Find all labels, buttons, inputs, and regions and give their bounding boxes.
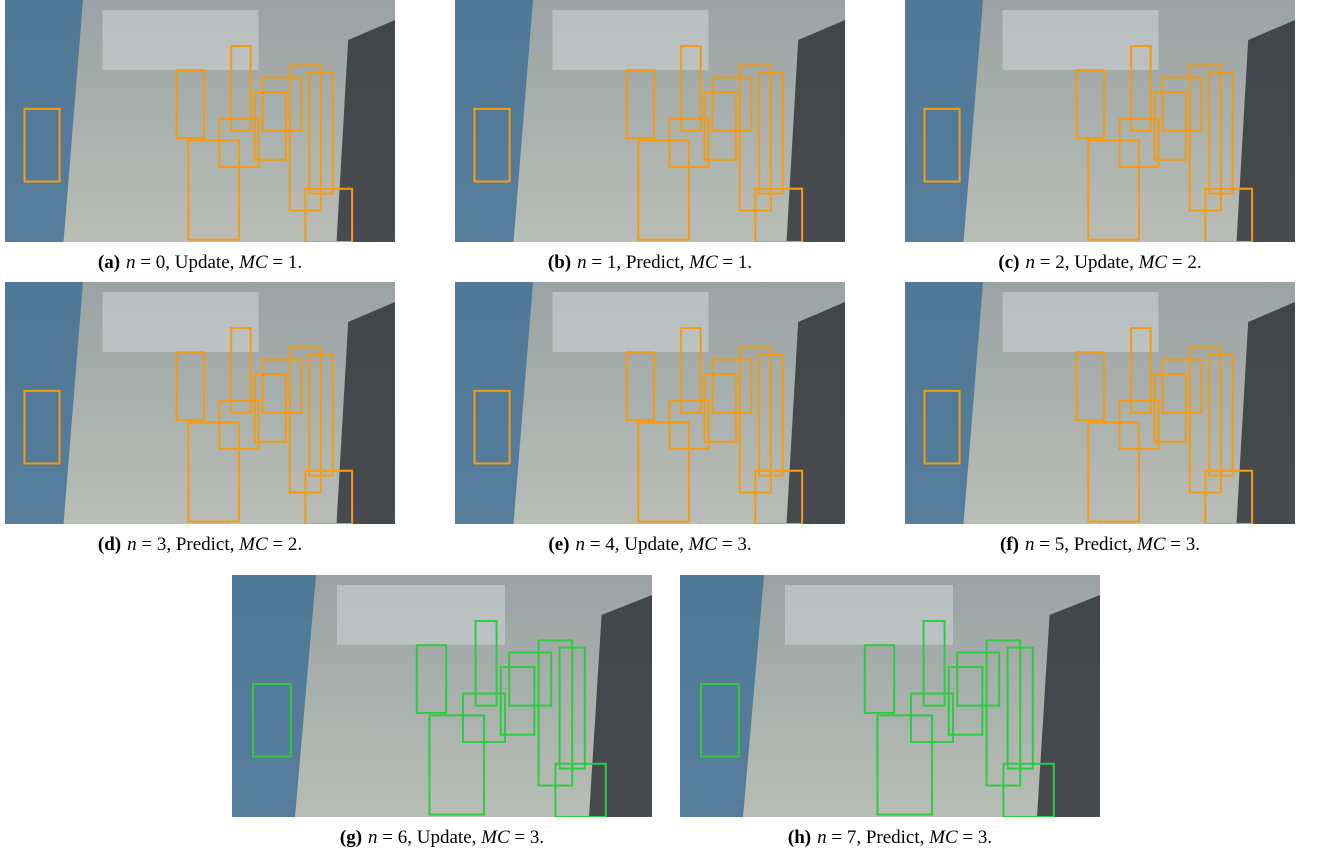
caption: (d) n = 3, Predict, MC = 2.	[5, 534, 395, 556]
video-frame	[455, 0, 845, 242]
frame-image	[680, 575, 1100, 817]
caption-text: n	[368, 827, 378, 848]
caption-text: n	[817, 827, 827, 848]
caption-text: MC	[1139, 252, 1168, 273]
caption-text: = 1.	[268, 252, 302, 273]
caption-text: MC	[239, 534, 268, 555]
caption-text: n	[577, 252, 587, 273]
caption-text: = 2, Update,	[1035, 252, 1139, 273]
caption-text: = 3.	[717, 534, 751, 555]
frame-image	[5, 282, 395, 524]
caption-text: = 3.	[510, 827, 544, 848]
caption-text: = 3.	[1166, 534, 1200, 555]
frame-image	[905, 0, 1295, 242]
video-frame	[905, 0, 1295, 242]
frame-image	[905, 282, 1295, 524]
video-frame	[905, 282, 1295, 524]
caption-text: = 0, Update,	[136, 252, 240, 273]
subfigure-label: (h)	[788, 827, 811, 848]
caption-text: = 4, Update,	[585, 534, 689, 555]
subfigure-label: (e)	[548, 534, 569, 555]
frame-image	[232, 575, 652, 817]
caption: (f)n = 5, Predict, MC = 3.	[905, 534, 1295, 556]
caption-text: MC	[481, 827, 510, 848]
frame-image	[5, 0, 395, 242]
caption: (b) n = 1, Predict, MC = 1.	[455, 252, 845, 274]
subfigure-label: (d)	[98, 534, 121, 555]
subfigure-label: (g)	[340, 827, 362, 848]
caption-text: n	[576, 534, 586, 555]
caption-text: MC	[689, 252, 718, 273]
subfigure-label: (f)	[1000, 534, 1019, 555]
frame-image	[455, 282, 845, 524]
video-frame	[680, 575, 1100, 817]
caption-text: = 5, Predict,	[1034, 534, 1137, 555]
video-frame	[232, 575, 652, 817]
caption: (a) n = 0, Update, MC = 1.	[5, 252, 395, 274]
video-frame	[455, 282, 845, 524]
caption-text: n	[1026, 252, 1036, 273]
caption-text: = 1.	[718, 252, 752, 273]
caption-text: n	[127, 534, 137, 555]
caption: (g) n = 6, Update, MC = 3.	[232, 827, 652, 849]
caption-text: = 6, Update,	[378, 827, 482, 848]
video-frame	[5, 0, 395, 242]
caption-text: = 2.	[1167, 252, 1201, 273]
caption-text: = 2.	[268, 534, 302, 555]
figure: (a) n = 0, Update, MC = 1. (b) n = 1, Predi…	[0, 0, 1335, 854]
subfigure-label: (b)	[548, 252, 571, 273]
caption-text: = 7, Predict,	[827, 827, 930, 848]
frame-image	[455, 0, 845, 242]
caption-text: = 3.	[958, 827, 992, 848]
caption-text: n	[126, 252, 136, 273]
caption-text: = 1, Predict,	[587, 252, 690, 273]
caption-text: MC	[1137, 534, 1166, 555]
caption-text: MC	[929, 827, 958, 848]
subfigure-label: (c)	[998, 252, 1019, 273]
caption: (h) n = 7, Predict, MC = 3.	[680, 827, 1100, 849]
video-frame	[5, 282, 395, 524]
caption-text: = 3, Predict,	[137, 534, 240, 555]
subfigure-label: (a)	[98, 252, 120, 273]
caption: (c) n = 2, Update, MC = 2.	[905, 252, 1295, 274]
caption: (e) n = 4, Update, MC = 3.	[455, 534, 845, 556]
caption-text: MC	[689, 534, 718, 555]
caption-text: MC	[239, 252, 268, 273]
